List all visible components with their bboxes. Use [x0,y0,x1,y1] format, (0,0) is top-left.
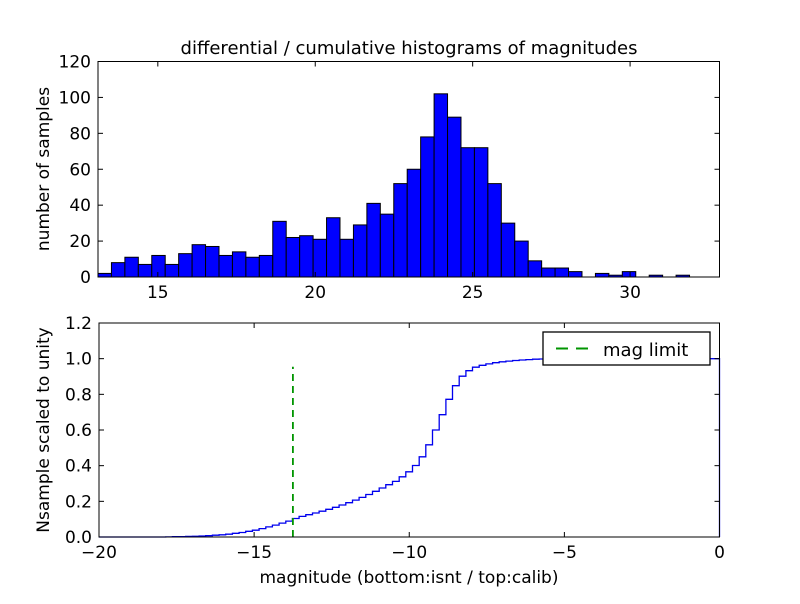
x-tick-label: 0 [714,543,725,563]
x-tick-label: 30 [619,283,641,303]
x-tick-label: −15 [236,543,272,563]
histogram-bar [352,224,368,278]
top-plot-title: differential / cumulative histograms of … [181,38,638,59]
plot-frame [98,322,720,538]
y-tick-label: 60 [69,160,91,180]
legend: mag limit [542,331,711,366]
histogram-bar [326,217,341,278]
histogram-bar [621,271,637,278]
x-tick-label: 20 [304,283,326,303]
histogram-bar [191,244,207,278]
y-tick-label: 0.6 [65,421,92,441]
y-tick-label: 0.0 [65,528,92,548]
histogram-bar [299,235,314,278]
y-tick-label: 20 [69,232,91,252]
y-tick-label: 120 [59,53,91,73]
histogram-bar [164,263,180,278]
histogram-bar [420,136,435,278]
histogram-bar [527,260,543,278]
y-tick-label: 0.4 [65,457,92,477]
histogram-bar [366,202,381,278]
histogram-bar [231,251,247,278]
plot-frame [97,61,720,278]
y-tick-label: 40 [69,196,91,216]
x-tick-label: 15 [147,283,169,303]
histogram-bar [97,272,112,278]
histogram-bar [339,238,354,278]
y-tick-label: 0 [80,268,91,288]
histogram-bar [568,271,583,278]
histogram-bar [447,116,462,278]
y-tick-label: 0.8 [65,385,92,405]
histogram-bar [258,254,274,278]
histogram-bar [514,240,529,278]
histogram-bar [151,254,166,278]
histogram-bar [433,93,449,278]
histogram-bar [500,222,516,278]
histogram-bar [110,262,126,278]
top-plot: 15 20 25 30 0 20 40 60 80 100 120 [59,53,720,303]
x-tick-label: −10 [391,543,427,563]
cumulative-curve [99,358,721,538]
legend-box [542,331,711,366]
histogram-bar [178,253,193,278]
histogram-bar [393,183,408,278]
histogram-bar [245,256,260,278]
bottom-plot: −20 −15 −10 −5 0 0.0 0.2 0.4 0.6 0.8 1.0 1.2 [65,314,725,563]
histogram-bar [406,168,422,278]
histogram-bar [124,256,139,278]
bottom-x-axis-label: magnitude (bottom:isnt / top:calib) [260,568,559,588]
y-tick-label: 1.2 [65,314,92,334]
histogram-bar [594,272,610,278]
histogram-bar [312,238,328,278]
histogram-bar [285,236,301,278]
y-tick-label: 100 [59,88,91,108]
x-tick-label: −20 [81,543,117,563]
histogram-bar [218,254,233,278]
top-y-axis-label: number of samples [34,87,54,251]
histogram-bar [554,267,570,278]
x-tick-label: 25 [462,283,484,303]
histogram-bar [137,263,153,278]
histogram-bar [541,267,556,278]
histogram-bar [473,147,489,278]
legend-label: mag limit [603,340,688,361]
histogram-bar [460,147,475,278]
x-tick-label: −5 [552,543,577,563]
histogram-bar [272,220,287,278]
bottom-y-axis-label: Nsample scaled to unity [34,327,54,532]
y-tick-label: 0.2 [65,492,92,512]
histogram-bar [487,183,502,278]
histogram-bar [205,245,220,278]
y-tick-label: 80 [69,124,91,144]
y-tick-label: 1.0 [65,350,92,370]
histogram-bar [379,213,395,278]
